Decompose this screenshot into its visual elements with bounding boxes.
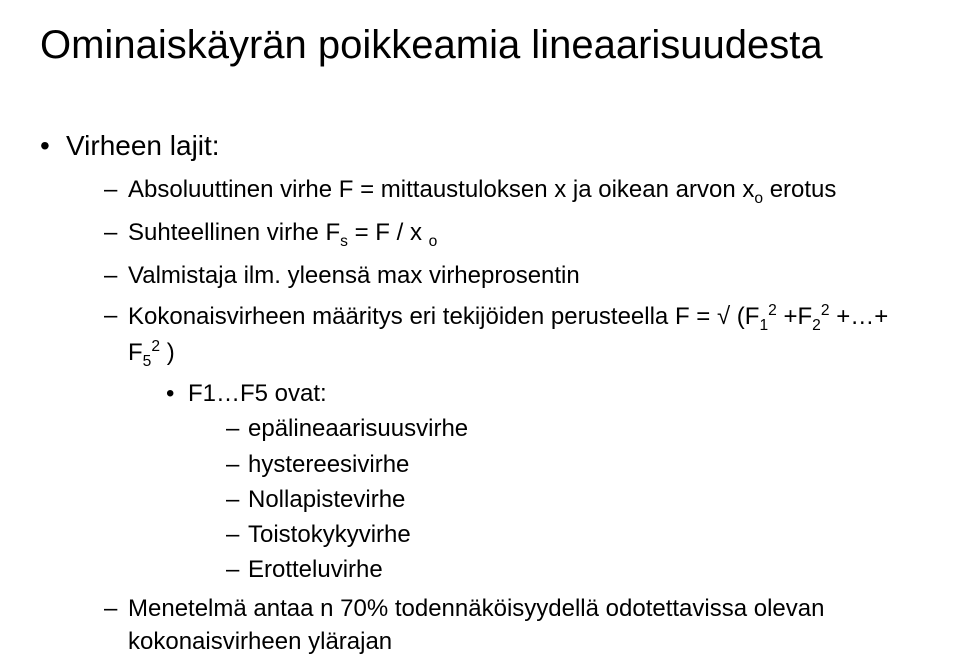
bullet-l4: Nollapistevirhe — [226, 484, 920, 515]
bullet-l4: hystereesivirhe — [226, 449, 920, 480]
bullet-l1-text: Virheen lajit: — [66, 130, 220, 161]
text: Menetelmä antaa n 70% todennäköisyydellä… — [128, 595, 824, 654]
bullet-l4: Toistokykyvirhe — [226, 519, 920, 550]
text: hystereesivirhe — [248, 451, 409, 478]
text: Toistokykyvirhe — [248, 521, 411, 548]
slide: Ominaiskäyrän poikkeamia lineaarisuudest… — [0, 0, 960, 670]
text-d: ) — [160, 339, 175, 366]
bullet-l2-rel: Suhteellinen virhe Fs = F / x o — [104, 217, 920, 252]
bullet-l2-menetelma: Menetelmä antaa n 70% todennäköisyydellä… — [104, 593, 920, 658]
text-a: Kokonaisvirheen määritys eri tekijöiden … — [128, 303, 759, 330]
text-tail: erotus — [763, 176, 836, 203]
bullet-l4: epälineaarisuusvirhe — [226, 413, 920, 444]
sup2: 2 — [821, 302, 830, 319]
sub1: 1 — [759, 317, 768, 334]
text: Nollapistevirhe — [248, 486, 405, 513]
bullet-list-level2: Absoluuttinen virhe F = mittaustuloksen … — [66, 174, 920, 658]
slide-title: Ominaiskäyrän poikkeamia lineaarisuudest… — [40, 22, 920, 68]
text: Absoluuttinen virhe F = mittaustuloksen … — [128, 176, 754, 203]
bullet-l1: Virheen lajit: Absoluuttinen virhe F = m… — [40, 128, 920, 658]
sup3: 2 — [151, 338, 160, 355]
bullet-list-level4: epälineaarisuusvirhe hystereesivirhe Nol… — [188, 413, 920, 585]
bullet-l2-kokonais: Kokonaisvirheen määritys eri tekijöiden … — [104, 300, 920, 585]
bullet-l4: Erotteluvirhe — [226, 554, 920, 585]
text: epälineaarisuusvirhe — [248, 415, 468, 442]
sub3: 5 — [143, 353, 152, 370]
sub-o: o — [429, 233, 438, 250]
text: F1…F5 ovat: — [188, 380, 327, 407]
text-b: +F — [777, 303, 812, 330]
sub2: 2 — [812, 317, 821, 334]
text-b: = F / x — [348, 219, 429, 246]
text: Valmistaja ilm. yleensä max virheprosent… — [128, 262, 580, 289]
text-a: Suhteellinen virhe F — [128, 219, 340, 246]
bullet-l2-abs: Absoluuttinen virhe F = mittaustuloksen … — [104, 174, 920, 209]
bullet-l2-max: Valmistaja ilm. yleensä max virheprosent… — [104, 260, 920, 292]
sub-o: o — [754, 190, 763, 207]
bullet-list-level1: Virheen lajit: Absoluuttinen virhe F = m… — [40, 128, 920, 658]
sub-s: s — [340, 233, 348, 250]
sup1: 2 — [768, 302, 777, 319]
bullet-l3: F1…F5 ovat: epälineaarisuusvirhe hystere… — [166, 378, 920, 585]
text: Erotteluvirhe — [248, 556, 383, 583]
bullet-list-level3: F1…F5 ovat: epälineaarisuusvirhe hystere… — [128, 378, 920, 585]
